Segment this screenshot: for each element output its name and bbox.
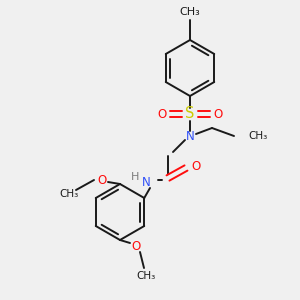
Text: O: O <box>131 239 141 253</box>
Text: N: N <box>142 176 150 188</box>
Text: CH₃: CH₃ <box>136 271 156 281</box>
Text: H: H <box>131 172 139 182</box>
Text: O: O <box>158 107 166 121</box>
Text: O: O <box>191 160 201 172</box>
Text: CH₃: CH₃ <box>180 7 200 17</box>
Text: O: O <box>213 107 223 121</box>
Text: CH₃: CH₃ <box>248 131 267 141</box>
Text: O: O <box>98 173 106 187</box>
Text: N: N <box>186 130 194 142</box>
Text: CH₃: CH₃ <box>59 189 79 199</box>
Text: S: S <box>185 106 195 122</box>
